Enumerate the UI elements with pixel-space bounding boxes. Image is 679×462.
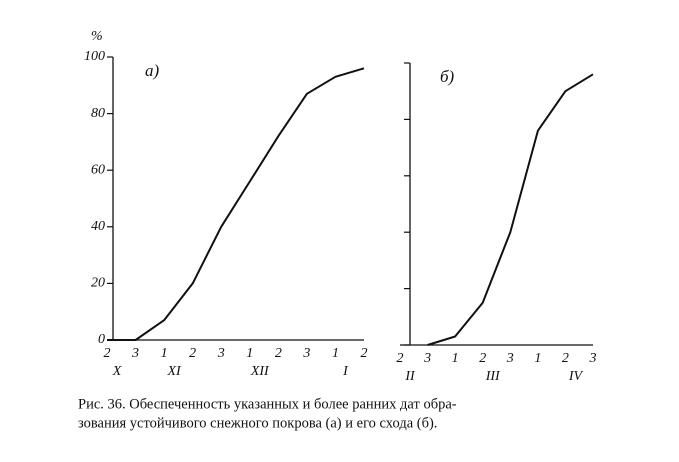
- unit-label: %: [91, 29, 103, 44]
- y-tick-label: 40: [91, 219, 105, 234]
- month-label: IV: [568, 369, 584, 384]
- x-tick-label: 2: [479, 351, 486, 366]
- caption-line: Рис. 36. Обеспеченность указанных и боле…: [78, 396, 457, 412]
- y-tick-label: 20: [91, 276, 105, 291]
- panel-label: б): [440, 67, 455, 86]
- x-tick-label: 2: [104, 346, 111, 361]
- caption-line: зования устойчивого снежного покрова (а)…: [78, 415, 437, 431]
- month-label: X: [112, 364, 122, 379]
- x-tick-label: 3: [589, 351, 597, 366]
- x-tick-label: 2: [397, 351, 404, 366]
- y-tick-label: 60: [91, 162, 105, 177]
- x-tick-label: 1: [246, 346, 253, 361]
- x-tick-label: 1: [332, 346, 339, 361]
- x-tick-label: 2: [189, 346, 196, 361]
- data-line: [107, 67, 365, 341]
- x-tick-label: 3: [131, 346, 139, 361]
- x-tick-label: 3: [217, 346, 225, 361]
- month-label: III: [485, 369, 501, 384]
- month-label: XI: [167, 364, 183, 379]
- x-tick-label: 3: [302, 346, 310, 361]
- x-tick-label: 2: [361, 346, 368, 361]
- y-tick-label: 80: [91, 106, 105, 121]
- data-line: [427, 73, 594, 346]
- y-tick-label: 0: [98, 332, 105, 347]
- month-label: II: [404, 369, 416, 384]
- y-tick-label: 100: [84, 49, 105, 64]
- month-label: I: [342, 364, 349, 379]
- x-tick-label: 2: [562, 351, 569, 366]
- x-tick-label: 1: [161, 346, 168, 361]
- month-label: XII: [250, 364, 270, 379]
- x-tick-label: 3: [506, 351, 514, 366]
- x-tick-label: 3: [423, 351, 431, 366]
- x-tick-label: 2: [275, 346, 282, 361]
- panel-label: а): [145, 61, 160, 80]
- x-tick-label: 1: [534, 351, 541, 366]
- x-tick-label: 1: [452, 351, 459, 366]
